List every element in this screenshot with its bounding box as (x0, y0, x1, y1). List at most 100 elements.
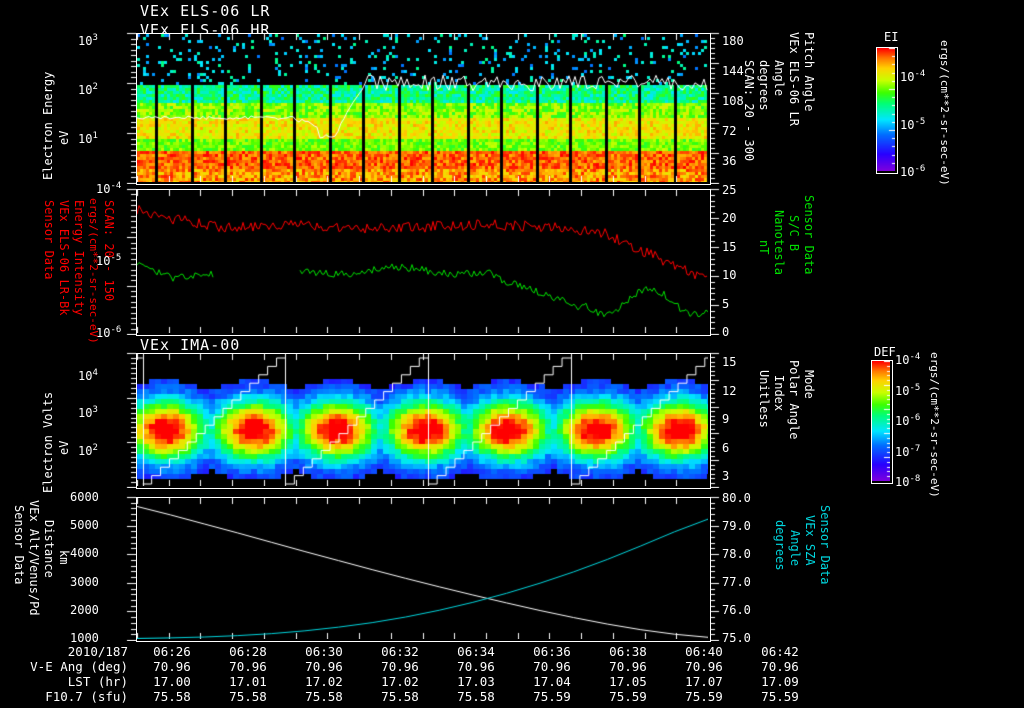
table-cell: 70.96 (381, 659, 419, 674)
panel1-title-lr: VEx ELS-06 LR (140, 2, 271, 20)
table-cell: 17.02 (305, 674, 343, 689)
colorbar1-tick-0: 10-4 (900, 69, 926, 84)
table-cell: 70.96 (457, 659, 495, 674)
colorbar2-tick-0: 10-4 (895, 352, 921, 367)
panel2-left-tick-0: 10-4 (96, 181, 122, 196)
panel4-plot-area[interactable] (136, 497, 711, 642)
panel1-right-label-3: degrees (757, 60, 771, 111)
panel3-ytick-0: 104 (78, 368, 98, 383)
panel4-right-tick-0: 80.0 (722, 491, 751, 505)
panel3-left-axis-name: Electron Volts (41, 391, 55, 493)
table-row: F10.7 (sfu) 75.58 75.58 75.58 75.58 75.58 75.5… (8, 689, 818, 704)
table-cell: 17.01 (229, 674, 267, 689)
panel4-left-label-1: VEx Alt/Venus/Pd (27, 500, 41, 616)
panel3-right-label-3: Unitless (757, 370, 771, 428)
panel2-right-tick-4: 5 (722, 297, 730, 311)
table-cell: 17.03 (457, 674, 495, 689)
time-parameter-table: 2010/187 06:26 06:28 06:30 06:32 06:34 06:36 06… (8, 644, 818, 704)
panel2-right-label-3: nT (757, 240, 771, 255)
panel3-left-minor-ticks (126, 352, 136, 488)
table-cell: 75.58 (153, 689, 191, 704)
table-cell: 75.59 (533, 689, 571, 704)
panel2-left-label-1: VEx ELS-06 LR-Bk (57, 200, 71, 316)
colorbar2-label: DEF (874, 345, 896, 359)
panel2-left-label-3: ergs/(cm**2-sr-sec-eV) (87, 198, 100, 344)
panel1-left-axis-name: Electron Energy (41, 71, 55, 180)
panel2-left-label-0: Sensor Data (42, 200, 56, 280)
table-cell: 75.58 (381, 689, 419, 704)
panel4-ytick-2: 4000 (70, 546, 99, 560)
panel4-right-tick-4: 76.0 (722, 603, 751, 617)
panel4-ytick-5: 1000 (70, 631, 99, 645)
panel4-left-label-3: km (57, 550, 71, 565)
panel1-right-label-2: Angle (772, 60, 786, 97)
table-cell: 75.58 (305, 689, 343, 704)
panel3-right-label-2: Index (772, 375, 786, 412)
panel3-right-tick-2: 9 (722, 412, 730, 426)
table-row: LST (hr) 17.00 17.01 17.02 17.02 17.03 17.04 17… (8, 674, 818, 689)
panel1-plot-area[interactable] (136, 33, 711, 185)
table-cell: 75.58 (229, 689, 267, 704)
panel1-ytick-0: 103 (78, 33, 98, 48)
panel3-right-tick-0: 15 (722, 355, 737, 369)
table-cell: 75.59 (609, 689, 647, 704)
panel1-right-label-0: Pitch Angle (802, 32, 816, 112)
panel4-right-tick-2: 78.0 (722, 547, 751, 561)
table-cell: 70.96 (685, 659, 723, 674)
panel1-left-axis-units: eV (57, 130, 71, 145)
panel1-left-minor-ticks (126, 32, 136, 184)
panel3-left-axis-units: eV (57, 440, 71, 455)
panel2-left-label-2: Energy Intensity (72, 200, 86, 316)
table-cell: 75.59 (685, 689, 723, 704)
table-cell: 06:38 (609, 644, 647, 659)
panel2-left-label-4: SCAN: 20 - 150 (102, 200, 116, 302)
panel3-right-minor-ticks (710, 352, 720, 488)
panel3-title: VEx IMA-00 (140, 336, 241, 354)
table-row-label: F10.7 (sfu) (45, 689, 128, 704)
panel4-ytick-1: 5000 (70, 518, 99, 532)
table-cell: 75.59 (761, 689, 799, 704)
table-cell: 17.07 (685, 674, 723, 689)
panel3-right-label-1: Polar Angle (787, 360, 801, 440)
table-cell: 06:32 (381, 644, 419, 659)
colorbar2-tick-3: 10-7 (895, 444, 921, 459)
table-cell: 06:30 (305, 644, 343, 659)
panel3-right-tick-4: 3 (722, 469, 730, 483)
panel3-right-label-0: Mode (802, 370, 816, 399)
table-row-label: LST (hr) (67, 674, 128, 689)
panel3-plot-area[interactable] (136, 353, 711, 489)
panel1-right-tick-3: 72 (722, 124, 737, 138)
table-cell: 17.09 (761, 674, 799, 689)
table-cell: 06:40 (685, 644, 723, 659)
table-row-label: 2010/187 (67, 644, 128, 659)
panel2-right-label-0: Sensor Data (802, 195, 816, 275)
panel1-ytick-1: 102 (78, 82, 98, 97)
panel1-ytick-2: 101 (78, 131, 98, 146)
panel4-right-tick-3: 77.0 (722, 575, 751, 589)
panel4-ytick-0: 6000 (70, 490, 99, 504)
colorbar2-tick-4: 10-8 (895, 474, 921, 489)
table-cell: 06:26 (153, 644, 191, 659)
table-cell: 70.96 (533, 659, 571, 674)
table-cell: 75.58 (457, 689, 495, 704)
panel2-right-tick-0: 25 (722, 183, 737, 197)
table-row-label: V-E Ang (deg) (30, 659, 128, 674)
panel2-right-label-1: S/C B (787, 215, 801, 252)
panel4-left-minor-ticks (126, 496, 136, 641)
table-cell: 17.04 (533, 674, 571, 689)
table-cell: 17.05 (609, 674, 647, 689)
table-cell: 06:34 (457, 644, 495, 659)
panel3-ytick-2: 102 (78, 443, 98, 458)
panel1-right-tick-4: 36 (722, 154, 737, 168)
panel3-right-tick-1: 12 (722, 384, 737, 398)
table-cell: 17.02 (381, 674, 419, 689)
panel2-right-minor-ticks (710, 188, 720, 335)
table-row: 2010/187 06:26 06:28 06:30 06:32 06:34 06:36 06… (8, 644, 818, 659)
panel3-ytick-1: 103 (78, 405, 98, 420)
panel4-right-label-0: Sensor Data (818, 505, 832, 585)
panel1-right-label-4: SCAN: 20 - 300 (742, 60, 756, 162)
colorbar2 (871, 360, 893, 484)
panel1-right-minor-ticks (710, 32, 720, 184)
colorbar1-tick-1: 10-5 (900, 117, 926, 132)
panel2-plot-area[interactable] (136, 189, 711, 336)
